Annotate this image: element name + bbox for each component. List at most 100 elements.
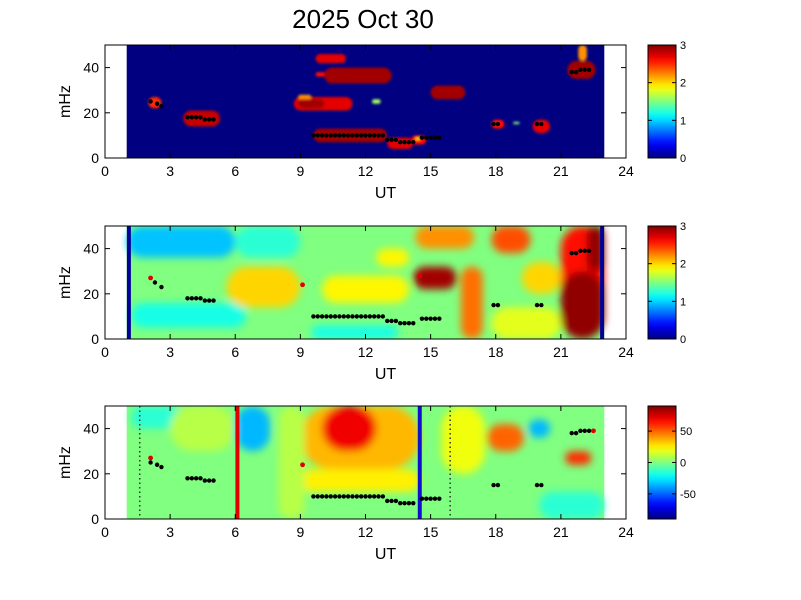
ridge-point (428, 496, 433, 501)
ridge-point (398, 320, 403, 326)
figure-title: 2025 Oct 30 (292, 4, 434, 34)
ridge-point (491, 302, 496, 308)
ridge-point (398, 139, 403, 145)
x-tick-label: 18 (488, 524, 504, 540)
heatmap-blob (560, 271, 605, 339)
ridge-point (367, 494, 373, 499)
ridge-point (358, 314, 364, 319)
x-tick-label: 12 (358, 344, 374, 360)
ridge-point (424, 135, 429, 140)
ridge-point (154, 462, 160, 467)
heatmap-blob (235, 226, 301, 258)
x-tick-label: 6 (231, 163, 239, 179)
ridge-point (569, 250, 574, 256)
ridge-point (424, 316, 429, 321)
colorbar (648, 406, 676, 519)
ridge-point (419, 496, 425, 501)
x-axis-label: UT (375, 185, 397, 202)
y-tick-label: 0 (91, 331, 99, 347)
heatmap-blob (586, 226, 605, 272)
ridge-point (376, 494, 381, 499)
ridge-point (432, 316, 438, 321)
heatmap-blob (372, 99, 381, 104)
ridge-point (328, 133, 333, 138)
ridge-point (491, 482, 496, 488)
ridge-point (185, 296, 190, 301)
ridge-point (389, 498, 394, 504)
red-point (148, 455, 153, 461)
ridge-point (354, 133, 360, 138)
heatmap-blob (322, 406, 377, 452)
ridge-point (578, 248, 583, 254)
ridge-point (363, 494, 368, 499)
ridge-point (371, 133, 377, 138)
ridge-point (411, 500, 416, 506)
ridge-point (193, 476, 199, 481)
ridge-point (159, 464, 164, 470)
ridge-point (534, 302, 540, 308)
ridge-point (437, 135, 442, 140)
heatmap-blob (311, 325, 399, 339)
ridge-point (189, 476, 195, 481)
ridge-point (328, 494, 333, 499)
heatmap-blob (322, 275, 409, 303)
ridge-point (358, 133, 364, 138)
x-tick-label: 24 (618, 344, 634, 360)
x-tick-label: 3 (166, 344, 174, 360)
ridge-point (332, 314, 338, 319)
x-tick-label: 21 (553, 163, 569, 179)
heatmap-layer (126, 406, 605, 519)
x-tick-label: 9 (296, 344, 304, 360)
ridge-point (345, 314, 351, 319)
ridge-point (428, 316, 433, 321)
colorbar-tick-label: -50 (680, 489, 696, 501)
ridge-point (189, 115, 195, 120)
ridge-point (534, 482, 540, 488)
y-tick-label: 40 (83, 421, 99, 437)
y-tick-label: 20 (83, 286, 99, 302)
heatmap-blob (324, 67, 392, 84)
heatmap-blob (565, 451, 592, 465)
ridge-point (345, 133, 351, 138)
ridge-point (358, 494, 364, 499)
ridge-point (185, 115, 190, 120)
ridge-point (406, 320, 412, 326)
x-tick-label: 6 (231, 524, 239, 540)
ridge-point (198, 115, 203, 120)
ridge-point (406, 139, 412, 145)
ridge-point (393, 137, 399, 143)
ridge-point (341, 314, 346, 319)
x-tick-label: 12 (358, 524, 374, 540)
ridge-point (411, 320, 416, 326)
ridge-point (324, 314, 329, 319)
y-axis-label: mHz (57, 266, 74, 299)
heatmap-blob (131, 406, 181, 429)
colorbar-tick-label: 2 (680, 259, 686, 271)
ridge-point (406, 500, 412, 506)
ridge-point (380, 133, 386, 138)
y-tick-label: 40 (83, 241, 99, 257)
heatmap-blob (415, 137, 420, 140)
ridge-point (198, 476, 203, 481)
ridge-point (363, 133, 368, 138)
colorbar-tick-label: 3 (680, 40, 686, 52)
ridge-point (148, 99, 153, 104)
ridge-point (202, 117, 208, 122)
colorbar-tick-label: 0 (680, 458, 686, 470)
ridge-point (152, 280, 158, 285)
y-tick-label: 20 (83, 466, 99, 482)
ridge-point (337, 314, 342, 319)
ridge-point (324, 494, 329, 499)
colorbar-tick-label: 0 (680, 153, 686, 165)
ridge-point (393, 318, 399, 324)
ridge-point (534, 121, 540, 127)
x-tick-label: 9 (296, 524, 304, 540)
colorbar-tick-label: 2 (680, 78, 686, 90)
heatmap-blob (521, 262, 561, 294)
x-tick-label: 18 (488, 344, 504, 360)
ridge-point (207, 117, 212, 122)
ridge-point (148, 460, 153, 465)
